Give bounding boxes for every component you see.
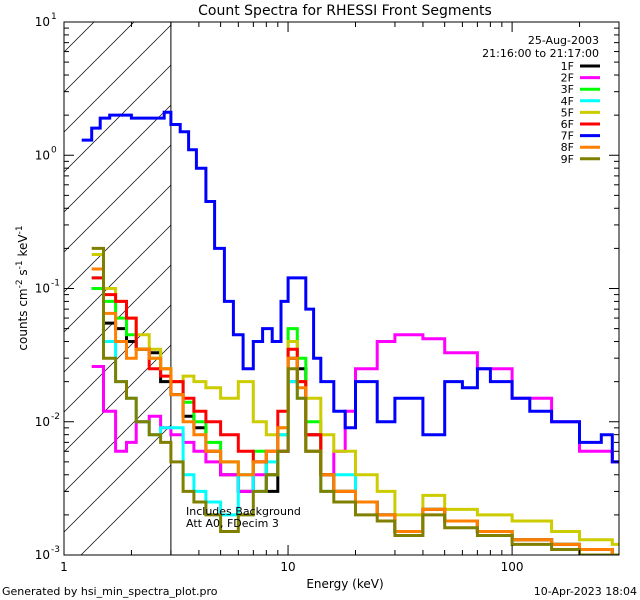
legend-label-8f: 8F — [561, 141, 574, 154]
x-axis-label: Energy (keV) — [306, 577, 383, 591]
annotation-attenuator: Att A0, FDecim 3 — [186, 517, 279, 530]
y-tick-label: 10 — [35, 148, 50, 162]
x-tick-label: 100 — [501, 560, 524, 574]
annotation-background: Includes Background — [186, 505, 301, 518]
legend-label-5f: 5F — [561, 106, 574, 119]
legend-label-7f: 7F — [561, 130, 574, 143]
y-tick-label: 10 — [35, 415, 50, 429]
excluded-region-hatch — [64, 22, 172, 555]
legend-label-1f: 1F — [561, 60, 574, 73]
series-8f-line — [91, 267, 619, 555]
time-range-label: 21:16:00 to 21:17:00 — [482, 47, 599, 60]
y-tick-label: 10 — [35, 548, 50, 562]
y-tick-exponent: -1 — [51, 279, 60, 289]
x-tick-label: 1 — [60, 560, 68, 574]
footer-generated-by: Generated by hsi_min_spectra_plot.pro — [2, 585, 218, 598]
x-tick-label: 10 — [280, 560, 295, 574]
legend-label-4f: 4F — [561, 95, 574, 108]
series-9f-line — [91, 246, 619, 555]
y-tick-exponent: -3 — [51, 545, 60, 555]
y-tick-exponent: -2 — [51, 412, 60, 422]
series-7f-line — [81, 110, 619, 464]
footer-timestamp: 10-Apr-2023 18:04 — [534, 585, 637, 598]
y-tick-label: 10 — [35, 15, 50, 29]
legend-label-9f: 9F — [561, 153, 574, 166]
y-tick-label: 10 — [35, 282, 50, 296]
legend-label-3f: 3F — [561, 83, 574, 96]
legend-label-6f: 6F — [561, 118, 574, 131]
y-axis-label: counts cm-2 s-1 keV-1 — [15, 225, 30, 350]
y-tick-exponent: 1 — [51, 12, 57, 22]
y-tick-exponent: 0 — [51, 145, 57, 155]
date-label: 25-Aug-2003 — [528, 34, 599, 47]
chart-title: Count Spectra for RHESSI Front Segments — [198, 3, 492, 19]
legend-label-2f: 2F — [561, 72, 574, 85]
